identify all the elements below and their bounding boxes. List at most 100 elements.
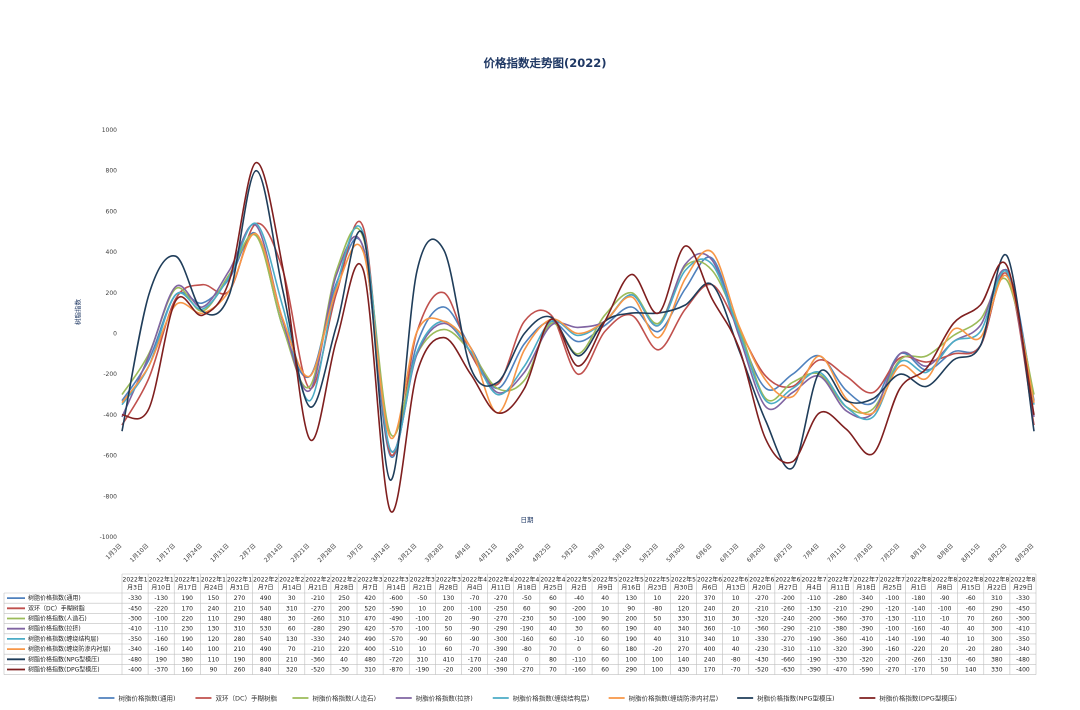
table-cell: 340: [678, 626, 690, 633]
table-header-date: 2022年3 月28日: [436, 576, 461, 592]
table-cell: -220: [912, 646, 926, 653]
table-header-date: 2022年4 月11日: [488, 576, 513, 592]
table-cell: -130: [807, 605, 821, 612]
table-cell: -410: [128, 626, 142, 633]
table-cell: 290: [338, 626, 350, 633]
table-cell: -270: [494, 595, 508, 602]
table-cell: -350: [128, 636, 142, 643]
table-cell: -110: [912, 616, 926, 623]
table-cell: -520: [755, 667, 769, 674]
table-cell: 110: [208, 656, 220, 663]
table-cell: 470: [364, 616, 376, 623]
table-cell: -260: [912, 656, 926, 663]
table-cell: 190: [155, 656, 167, 663]
table-cell: 40: [654, 626, 662, 633]
table-cell: 60: [601, 667, 609, 674]
table-cell: 130: [208, 626, 220, 633]
table-cell: 240: [704, 656, 716, 663]
legend-item-label: 双环（DC）手糊树脂: [215, 693, 277, 702]
table-cell: 260: [234, 667, 246, 674]
table-cell: -870: [389, 667, 403, 674]
table-header-date: 2022年6 月20日: [749, 576, 774, 592]
table-cell: 70: [549, 646, 557, 653]
table-cell: -250: [494, 605, 508, 612]
table-cell: 0: [577, 646, 581, 653]
table-cell: 310: [234, 626, 246, 633]
table-cell: -400: [128, 667, 142, 674]
table-cell: -270: [886, 667, 900, 674]
y-axis-ticks: 1000 800 600 400 200 0 -200 -400 -600 -800 -1000: [100, 127, 118, 541]
table-cell: -320: [755, 616, 769, 623]
table-header-date: 2022年1 月17日: [175, 576, 200, 592]
table-cell: 800: [260, 656, 272, 663]
table-cell: 330: [678, 616, 690, 623]
y-tick-label: -1000: [100, 534, 118, 541]
table-cell: 480: [364, 656, 376, 663]
table-cell: 60: [601, 656, 609, 663]
table-cell: -110: [807, 595, 821, 602]
table-cell: -10: [940, 616, 950, 623]
table-cell: 10: [418, 646, 426, 653]
table-cell: -510: [389, 646, 403, 653]
table-header-date: 2022年5 月23日: [645, 576, 670, 592]
table-cell: 40: [601, 595, 609, 602]
table-row-label: 树脂价格指数(拉挤): [28, 625, 81, 633]
table-cell: 70: [967, 616, 975, 623]
table-cell: 100: [652, 667, 664, 674]
table-cell: -360: [311, 656, 325, 663]
table-cell: 400: [704, 646, 716, 653]
table-cell: 150: [208, 595, 220, 602]
table-cell: 840: [260, 667, 272, 674]
table-cell: -390: [859, 646, 873, 653]
series-line-6: [121, 232, 1035, 440]
table-row-label: 树脂价格指数(人造石): [28, 615, 87, 623]
table-cell: -160: [520, 636, 534, 643]
table-cell: -130: [886, 616, 900, 623]
table-cell: 190: [626, 626, 638, 633]
table-cell: -140: [912, 605, 926, 612]
table-cell: 210: [234, 646, 246, 653]
table-cell: -320: [833, 646, 847, 653]
table-header-date: 2022年8 月15日: [958, 576, 983, 592]
series-line-8: [121, 161, 1035, 513]
table-cell: -410: [859, 636, 873, 643]
table-cell: 190: [626, 636, 638, 643]
table-cell: 410: [443, 656, 455, 663]
y-tick-label: 400: [106, 249, 118, 256]
table-cell: -160: [572, 667, 586, 674]
table-cell: 190: [182, 636, 194, 643]
table-cell: -340: [859, 595, 873, 602]
legend-item-label: 树脂价格指数(缠绕结构层): [513, 693, 590, 702]
table-cell: -70: [470, 646, 480, 653]
table-cell: -160: [154, 646, 168, 653]
table-cell: -200: [886, 656, 900, 663]
table-cell: -160: [912, 626, 926, 633]
table-cell: -330: [755, 636, 769, 643]
table-cell: 130: [443, 595, 455, 602]
table-header-date: 2022年8 月8日: [932, 576, 957, 592]
table-cell: -190: [520, 626, 534, 633]
table-cell: 380: [182, 656, 194, 663]
table-cell: -630: [781, 667, 795, 674]
table-cell: -90: [940, 595, 950, 602]
table-cell: 10: [732, 636, 740, 643]
table-cell: -480: [128, 656, 142, 663]
table-row-label: 树脂价格指数(缠绕防渗内衬层): [28, 645, 111, 653]
table-cell: -80: [522, 646, 532, 653]
table-cell: -240: [781, 616, 795, 623]
table-cell: 530: [260, 626, 272, 633]
table-header-date: 2022年7 月11日: [828, 576, 853, 592]
table-header-date: 2022年8 月29日: [1010, 576, 1035, 592]
legend-item-label: 树脂价格指数(NPG型模压): [757, 693, 834, 702]
y-tick-label: -600: [103, 453, 117, 460]
x-axis-label: 日期: [521, 516, 535, 524]
table-cell: -320: [859, 656, 873, 663]
table-cell: -340: [128, 646, 142, 653]
y-axis-label: 树脂指数: [73, 299, 82, 326]
table-cell: -90: [470, 626, 480, 633]
table-cell: 60: [549, 595, 557, 602]
table-cell: -160: [154, 636, 168, 643]
table-cell: 40: [340, 656, 348, 663]
table-cell: -390: [859, 626, 873, 633]
table-cell: 310: [417, 656, 429, 663]
